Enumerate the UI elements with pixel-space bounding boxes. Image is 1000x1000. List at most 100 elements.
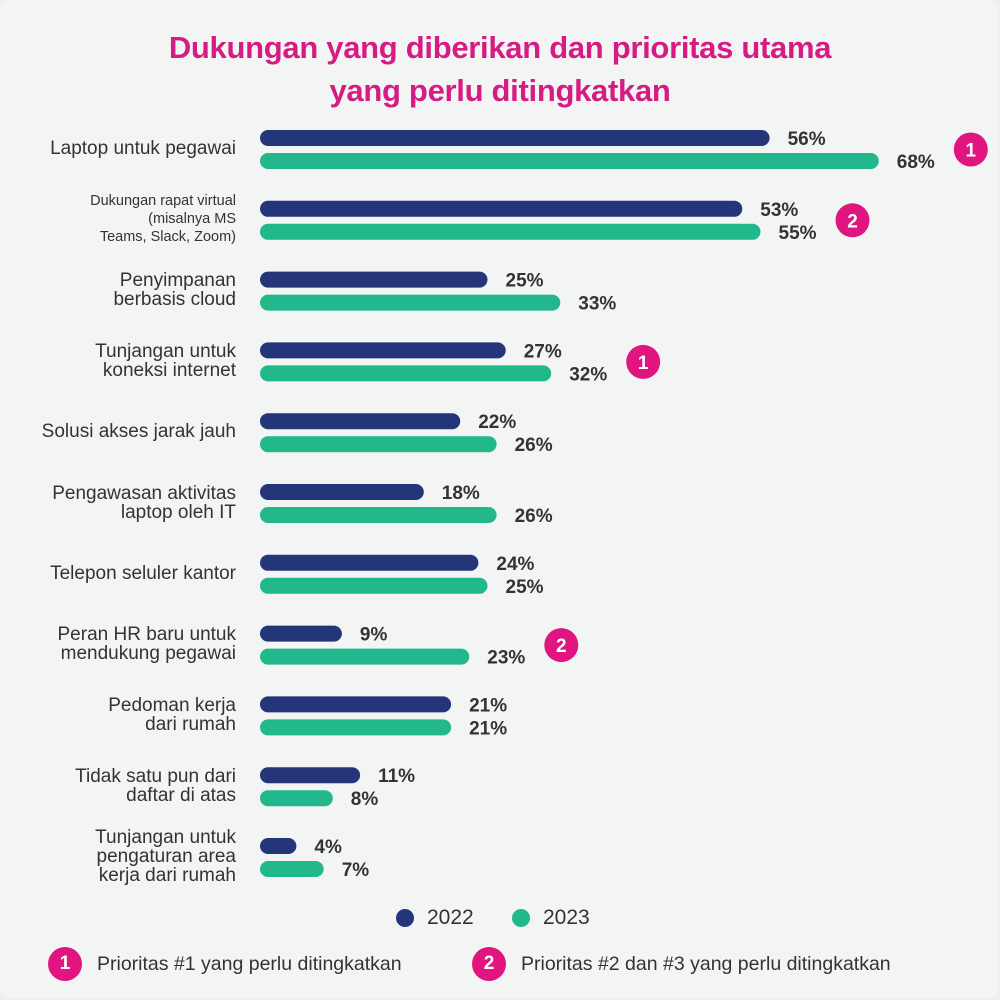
legend-swatch-2022 [396,909,414,927]
category-label-line: Laptop untuk pegawai [50,138,236,159]
priority-2-badge-7 [544,628,579,663]
category-label-2: Penyimpanan berbasis cloud [0,271,236,309]
bar-2023-3 [260,365,552,382]
footnote-text-priority-2: Prioritas #2 dan #3 yang perlu ditingkat… [521,952,891,975]
category-label-4: Solusi akses jarak jauh [0,422,236,441]
category-label-line: pengaturan area [96,846,236,867]
chart-title-line-1: Dukungan yang diberikan dan prioritas ut… [168,30,832,65]
bar-2022-7 [260,625,342,642]
category-label-line: koneksi internet [102,359,236,381]
footnote-text-priority-1: Prioritas #1 yang perlu ditingkatkan [97,952,402,975]
category-label-line: Pengawasan aktivitas [52,482,236,504]
bar-2023-5 [260,507,497,523]
value-label-2023-5: 26% [515,506,553,527]
category-label-6: Telepon seluler kantor [0,564,236,583]
category-label-line: Teams, Slack, Zoom) [99,229,236,246]
value-label-2022-3: 27% [524,341,562,362]
bar-2023-1 [260,223,761,240]
value-label-2022-5: 18% [442,483,480,504]
bar-2022-5 [260,484,424,500]
chart-title-line-2: yang perlu ditingkatkan [329,73,671,108]
legend-label-2022: 2022 [427,906,474,929]
bar-2022-8 [260,696,452,713]
category-label-8: Pedoman kerja dari rumah [0,696,236,734]
legend-item-2022: 2022 [396,906,474,930]
category-label-line: berbasis cloud [113,289,236,311]
priority-badge-number-3: 1 [638,353,649,374]
priority-badge-number-1: 2 [847,211,858,232]
value-label-2023-3: 32% [569,364,607,385]
bar-2022-1 [260,200,743,217]
category-label-1: Dukungan rapat virtual (misalnya MS Teams,… [0,192,236,246]
category-label-line: (misalnya MS [148,211,236,228]
priority-1-badge-3 [626,344,661,379]
priority-badge-number-7: 2 [556,636,567,657]
value-label-2022-4: 22% [478,412,516,433]
value-label-2023-1: 55% [779,223,817,244]
bar-2022-9 [260,767,361,784]
bar-2022-3 [260,342,506,359]
legend-label-2023: 2023 [543,906,590,929]
category-label-line: mendukung pegawai [60,643,236,665]
value-label-2022-10: 4% [314,837,342,858]
category-label-line: Solusi akses jarak jauh [41,421,236,443]
category-label-line: Penyimpanan [119,270,236,292]
bar-2022-4 [260,413,461,430]
footnote-priority-1: 1 Prioritas #1 yang perlu ditingkatkan [48,947,402,981]
value-label-2023-7: 23% [487,648,525,669]
value-label-2023-10: 7% [342,860,370,881]
category-label-0: Laptop untuk pegawai [0,139,236,158]
bar-2022-6 [260,554,479,571]
category-label-line: dari rumah [145,713,236,735]
bar-2023-2 [260,294,561,311]
bar-2023-4 [260,436,497,453]
value-label-2022-2: 25% [506,271,544,292]
category-label-line: Telepon seluler kantor [50,562,236,584]
category-label-10: Tunjangan untuk pengaturan area kerja dari… [0,828,236,885]
value-label-2023-9: 8% [351,789,379,810]
value-label-2023-4: 26% [515,435,553,456]
bar-2023-0 [260,153,879,169]
category-label-7: Peran HR baru untuk mendukung pegawai [0,624,237,665]
footnote-priority-2: 2 Prioritas #2 dan #3 yang perlu ditingk… [472,947,891,981]
value-label-2022-6: 24% [496,554,534,575]
category-label-5: Pengawasan aktivitas laptop oleh IT [0,484,236,522]
bar-2022-0 [260,130,770,146]
legend-item-2023: 2023 [512,906,590,930]
category-label-line: daftar di atas [126,784,236,806]
legend-swatch-2023 [512,909,530,927]
priority-1-badge-0 [953,132,988,167]
bar-2022-2 [260,271,488,288]
category-label-line: Tunjangan untuk [95,340,236,362]
category-label-line: Tunjangan untuk [95,827,236,848]
category-label-line: kerja dari rumah [98,865,236,886]
bar-2023-7 [260,648,470,665]
category-label-line: Tidak satu pun dari [75,765,236,787]
priority-1-badge: 1 [48,947,82,981]
bar-2023-8 [260,719,452,736]
category-label-3: Tunjangan untuk koneksi internet [0,342,236,380]
value-label-2022-7: 9% [360,625,388,646]
bar-chart: 56%68%153%55%225%33%27%32%122%26%18%26%2… [260,129,988,881]
priority-2-badge: 2 [472,947,506,981]
category-label-line: Peran HR baru untuk [57,624,237,646]
bar-2023-10 [260,861,324,877]
category-label-line: laptop oleh IT [120,501,236,523]
value-label-2023-2: 33% [578,294,616,315]
value-label-2022-1: 53% [760,200,798,221]
value-label-2023-6: 25% [506,577,544,598]
category-label-line: Dukungan rapat virtual [90,193,236,210]
bar-2023-9 [260,790,333,807]
category-label-9: Tidak satu pun dari daftar di atas [0,767,236,805]
value-label-2023-0: 68% [897,152,935,173]
bar-2023-6 [260,577,488,594]
value-label-2022-8: 21% [469,695,507,716]
value-label-2022-0: 56% [788,129,826,150]
priority-badge-number-0: 1 [966,141,977,162]
value-label-2022-9: 11% [378,766,415,787]
value-label-2023-8: 21% [469,718,507,739]
priority-2-badge-1 [835,203,870,238]
bar-2022-10 [260,838,297,854]
category-label-line: Pedoman kerja [108,694,236,716]
